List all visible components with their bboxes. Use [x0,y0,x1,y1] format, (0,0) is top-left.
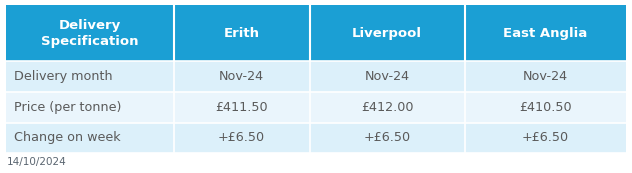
Bar [174,123,310,153]
Text: 14/10/2024: 14/10/2024 [6,157,66,167]
Bar [310,5,465,61]
Text: Change on week: Change on week [14,131,121,144]
Text: +£6.50: +£6.50 [363,131,411,144]
Text: +£6.50: +£6.50 [218,131,265,144]
Text: Delivery
Specification: Delivery Specification [41,19,138,48]
Bar [310,92,465,123]
Bar [6,92,174,123]
Text: Erith: Erith [224,27,260,40]
Text: Nov-24: Nov-24 [365,70,410,83]
Bar [6,61,174,92]
Bar [465,92,626,123]
Bar [174,92,310,123]
Bar [465,123,626,153]
Bar [310,61,465,92]
Bar [465,61,626,92]
Text: £410.50: £410.50 [519,101,571,114]
Text: Nov-24: Nov-24 [219,70,264,83]
Bar [6,5,174,61]
Text: Liverpool: Liverpool [352,27,422,40]
Text: +£6.50: +£6.50 [521,131,569,144]
Bar [174,5,310,61]
Text: East Anglia: East Anglia [503,27,587,40]
Bar [6,123,174,153]
Bar [310,123,465,153]
Text: Price (per tonne): Price (per tonne) [14,101,121,114]
Bar [465,5,626,61]
Text: £412.00: £412.00 [361,101,413,114]
Bar [174,61,310,92]
Text: Delivery month: Delivery month [14,70,112,83]
Text: £411.50: £411.50 [216,101,268,114]
Text: Nov-24: Nov-24 [523,70,568,83]
